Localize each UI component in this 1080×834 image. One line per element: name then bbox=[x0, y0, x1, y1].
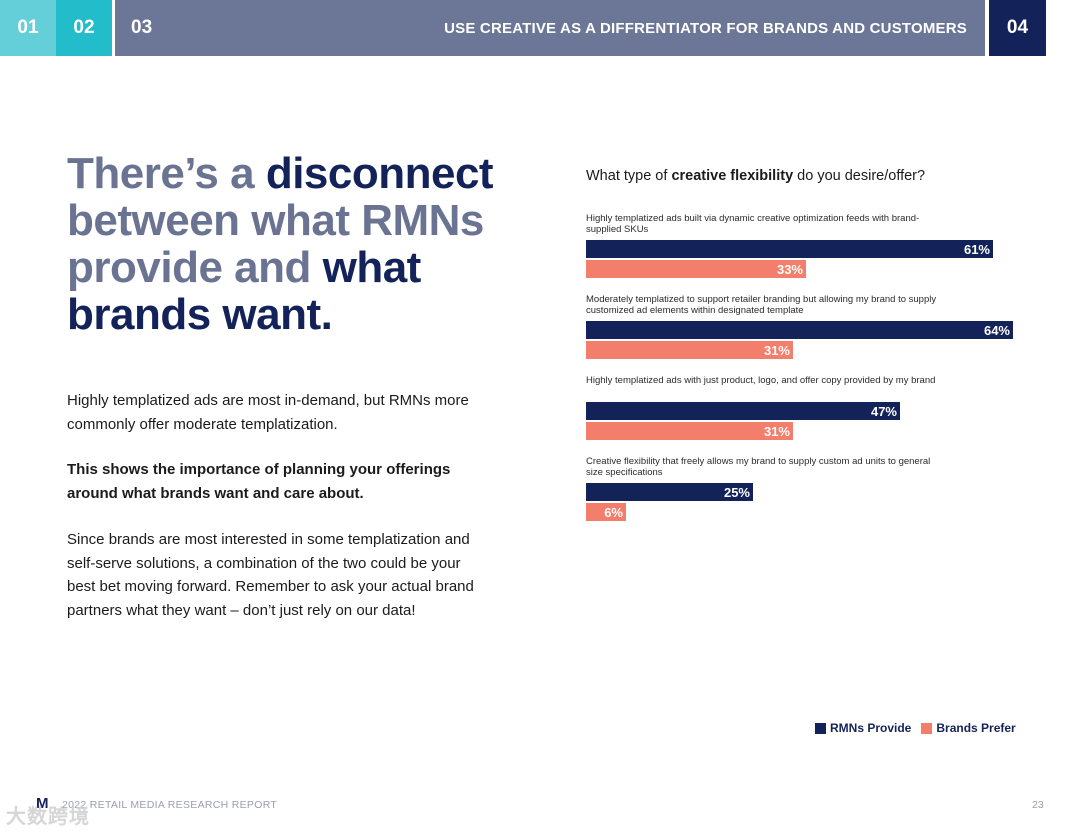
category-label-2: Moderately templatized to support retail… bbox=[586, 294, 937, 316]
category-label-3: Highly templatized ads with just product… bbox=[586, 375, 936, 386]
bar-rmn-4: 25% bbox=[586, 483, 753, 501]
chart-title: What type of creative flexibility do you… bbox=[586, 168, 925, 184]
nav-tab-03-number: 03 bbox=[131, 17, 153, 38]
chart-title-post: do you desire/offer? bbox=[793, 168, 926, 184]
body-paragraph-3: Since brands are most interested in some… bbox=[67, 531, 474, 619]
page-number: 23 bbox=[1032, 799, 1044, 811]
footer-report-title: 2022 RETAIL MEDIA RESEARCH REPORT bbox=[62, 799, 278, 811]
category-label-4: Creative flexibility that freely allows … bbox=[586, 456, 931, 478]
chart-legend: RMNs Provide Brands Prefer bbox=[815, 721, 1026, 735]
bar-label-rmn-2: 64% bbox=[983, 322, 1010, 338]
chart-title-pre: What type of bbox=[586, 168, 672, 184]
bar-brand-4: 6% bbox=[586, 503, 626, 521]
bar-label-rmn-4: 25% bbox=[723, 484, 750, 500]
bar-brand-1: 33% bbox=[586, 260, 806, 278]
bar-label-brand-2: 31% bbox=[763, 342, 790, 358]
bar-label-rmn-1: 61% bbox=[963, 241, 990, 257]
chart-title-bold: creative flexibility bbox=[671, 168, 794, 184]
footer-logo: M bbox=[36, 795, 49, 812]
category-label-1: Highly templatized ads built via dynamic… bbox=[586, 213, 920, 235]
bar-label-brand-3: 31% bbox=[763, 423, 790, 439]
bar-brand-3: 31% bbox=[586, 422, 793, 440]
section-nav: 01 02 03 USE CREATIVE AS A DIFFRENTIATOR… bbox=[0, 0, 1048, 56]
bar-rmn-1: 61% bbox=[586, 240, 993, 258]
nav-tab-01[interactable]: 01 bbox=[0, 0, 56, 56]
legend-item-rmn: RMNs Provide bbox=[815, 721, 911, 735]
bar-label-brand-4: 6% bbox=[604, 504, 623, 520]
bar-brand-2: 31% bbox=[586, 341, 793, 359]
body-paragraph-2: This shows the importance of planning yo… bbox=[67, 461, 451, 502]
watermark: 大数跨境 bbox=[6, 806, 90, 828]
headline-part-1: There’s a bbox=[67, 149, 266, 198]
bar-label-rmn-3: 47% bbox=[870, 403, 897, 419]
legend-item-brand: Brands Prefer bbox=[921, 721, 1016, 735]
page-headline: There’s a disconnect between what RMNs p… bbox=[67, 150, 547, 338]
bar-rmn-3: 47% bbox=[586, 402, 900, 420]
nav-tab-03[interactable]: 03 USE CREATIVE AS A DIFFRENTIATOR FOR B… bbox=[115, 0, 985, 56]
legend-label-rmn: RMNs Provide bbox=[830, 721, 912, 735]
nav-tab-02[interactable]: 02 bbox=[56, 0, 112, 56]
legend-swatch-brand bbox=[921, 722, 933, 734]
bar-label-brand-1: 33% bbox=[776, 261, 803, 277]
bar-rmn-2: 64% bbox=[586, 321, 1013, 339]
body-paragraph-1: Highly templatized ads are most in-deman… bbox=[67, 392, 469, 433]
nav-tab-04[interactable]: 04 bbox=[989, 0, 1046, 56]
headline-part-4: what brands want. bbox=[67, 243, 421, 339]
nav-section-title: USE CREATIVE AS A DIFFRENTIATOR FOR BRAN… bbox=[444, 19, 967, 37]
headline-part-2: disconnect bbox=[265, 149, 494, 198]
legend-label-brand: Brands Prefer bbox=[936, 721, 1016, 735]
legend-swatch-rmn bbox=[815, 722, 826, 734]
headline-part-3: between what RMNs provide and bbox=[67, 196, 484, 292]
